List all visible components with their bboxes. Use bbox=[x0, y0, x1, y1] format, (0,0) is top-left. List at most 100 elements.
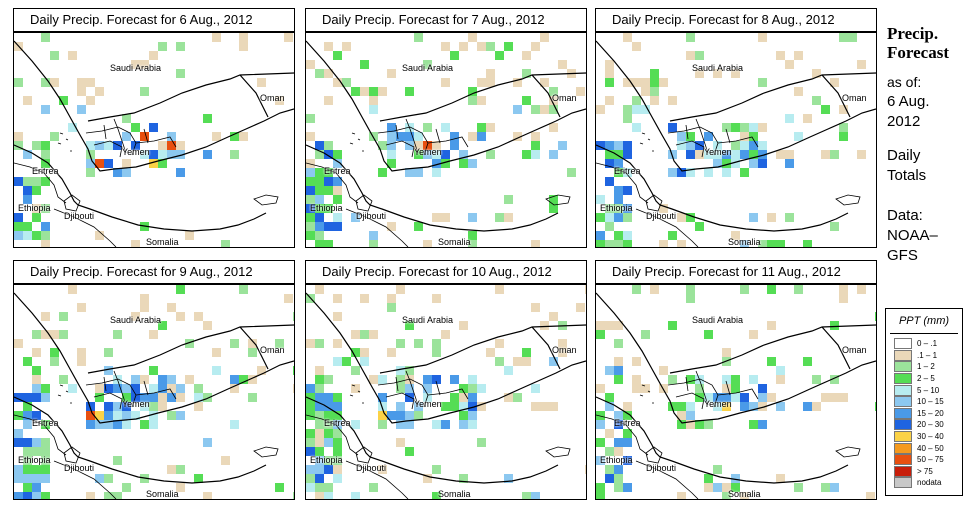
precip-cell bbox=[650, 78, 659, 87]
precip-cell bbox=[405, 366, 414, 375]
precip-cell bbox=[758, 33, 767, 42]
precip-cell bbox=[776, 375, 785, 384]
precip-cell bbox=[194, 312, 203, 321]
precip-cell bbox=[776, 474, 785, 483]
precip-cell bbox=[360, 330, 369, 339]
precip-cell bbox=[324, 42, 333, 51]
forecast-panel-1: Daily Precip. Forecast for 6 Aug., 2012 … bbox=[13, 8, 295, 248]
precip-cell bbox=[459, 150, 468, 159]
legend-entry: nodata bbox=[894, 477, 944, 489]
precip-cell bbox=[605, 240, 614, 247]
precip-cell bbox=[495, 51, 504, 60]
precip-cell bbox=[504, 213, 513, 222]
precip-cell bbox=[522, 492, 531, 499]
precip-cell bbox=[722, 159, 731, 168]
precip-cell bbox=[230, 375, 239, 384]
precip-cell bbox=[441, 420, 450, 429]
precip-cell bbox=[324, 465, 333, 474]
precip-cell bbox=[315, 411, 324, 420]
precip-cell bbox=[450, 393, 459, 402]
precip-cell bbox=[333, 186, 342, 195]
precip-cell bbox=[306, 60, 315, 69]
precip-cell bbox=[614, 465, 623, 474]
precip-cell bbox=[821, 150, 830, 159]
precip-cell bbox=[333, 465, 342, 474]
precip-cell bbox=[477, 132, 486, 141]
precip-cell bbox=[632, 384, 641, 393]
precip-cell bbox=[23, 447, 32, 456]
precip-cell bbox=[140, 420, 149, 429]
country-label-somalia: Somalia bbox=[146, 489, 179, 499]
precip-cell bbox=[605, 366, 614, 375]
precip-cell bbox=[686, 213, 695, 222]
precip-cell bbox=[315, 393, 324, 402]
country-label-oman: Oman bbox=[842, 345, 867, 355]
legend-label: 20 – 30 bbox=[917, 420, 944, 430]
precip-cell bbox=[203, 492, 212, 499]
precip-cell bbox=[857, 60, 866, 69]
country-label-yemen: Yemen bbox=[122, 147, 150, 157]
precip-cell bbox=[387, 222, 396, 231]
precip-cell bbox=[41, 420, 50, 429]
border-line bbox=[349, 132, 364, 152]
precip-cell bbox=[549, 357, 558, 366]
precip-cell bbox=[41, 438, 50, 447]
precip-cell bbox=[668, 231, 677, 240]
border-line bbox=[14, 396, 267, 484]
precip-cell bbox=[315, 231, 324, 240]
border-line bbox=[531, 74, 561, 118]
precip-cell bbox=[713, 159, 722, 168]
precip-cell bbox=[104, 402, 113, 411]
border-line bbox=[53, 460, 117, 499]
precip-cell bbox=[396, 402, 405, 411]
precip-cell bbox=[686, 51, 695, 60]
precip-cell bbox=[423, 384, 432, 393]
precip-cell bbox=[32, 492, 41, 499]
precip-cell bbox=[614, 150, 623, 159]
precip-cell bbox=[324, 411, 333, 420]
precip-cell bbox=[459, 402, 468, 411]
panel-title: Daily Precip. Forecast for 7 Aug., 2012 bbox=[305, 8, 587, 32]
precip-cell bbox=[387, 294, 396, 303]
precip-cell bbox=[468, 402, 477, 411]
precip-cell bbox=[623, 168, 632, 177]
precip-cell bbox=[32, 177, 41, 186]
precip-cell bbox=[275, 96, 284, 105]
precip-cell bbox=[549, 195, 558, 204]
precip-cell bbox=[32, 474, 41, 483]
precip-cell bbox=[623, 411, 632, 420]
precip-cell bbox=[113, 420, 122, 429]
precip-cell bbox=[713, 465, 722, 474]
border-line bbox=[821, 326, 851, 370]
legend-swatch bbox=[894, 349, 912, 361]
precip-cell bbox=[203, 438, 212, 447]
legend-entry: 1 – 2 bbox=[894, 361, 944, 373]
precip-cell bbox=[333, 177, 342, 186]
precip-cell bbox=[221, 456, 230, 465]
precip-cell bbox=[14, 438, 23, 447]
precip-cell bbox=[131, 123, 140, 132]
precip-cell bbox=[131, 411, 140, 420]
precip-cell bbox=[333, 159, 342, 168]
precip-cell bbox=[369, 240, 378, 247]
legend-title: PPT (mm) bbox=[898, 315, 950, 327]
precip-cells bbox=[596, 285, 876, 499]
precip-cell bbox=[614, 321, 623, 330]
precip-cell bbox=[495, 357, 504, 366]
precip-cell bbox=[14, 339, 23, 348]
precip-cell bbox=[342, 78, 351, 87]
precip-cell bbox=[50, 78, 59, 87]
precip-cell bbox=[333, 195, 342, 204]
precip-cell bbox=[113, 168, 122, 177]
border-line bbox=[635, 460, 699, 499]
precip-cell bbox=[486, 78, 495, 87]
precip-cell bbox=[176, 285, 185, 294]
border-line bbox=[306, 414, 359, 456]
precip-cell bbox=[704, 150, 713, 159]
precip-cell bbox=[605, 213, 614, 222]
data-label: Data: bbox=[887, 207, 923, 224]
legend-swatch bbox=[894, 442, 912, 454]
precip-cell bbox=[450, 132, 459, 141]
precip-cell bbox=[396, 366, 405, 375]
precip-cell bbox=[839, 285, 848, 294]
